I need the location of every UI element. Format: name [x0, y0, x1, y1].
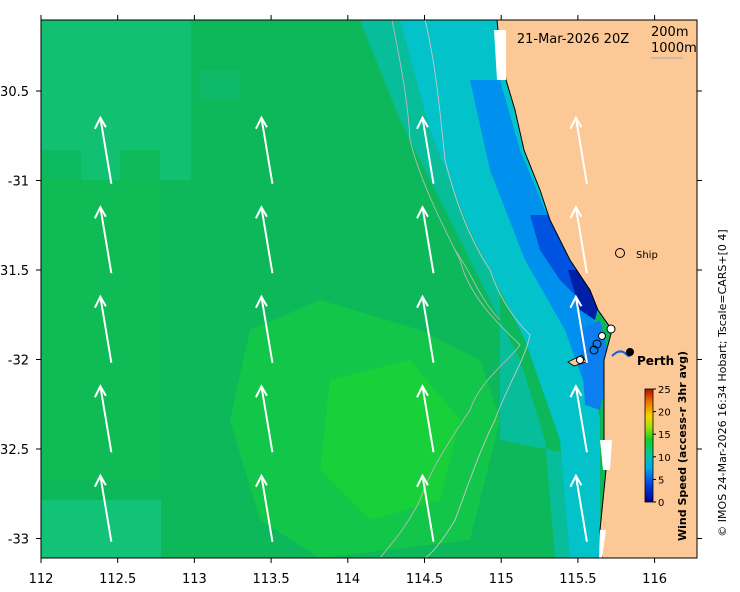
colorbar-gradient	[644, 388, 654, 503]
x-tick-label: 113	[182, 572, 207, 587]
colorbar-tick-label: 10	[658, 453, 671, 464]
x-tick-label: 113.5	[252, 572, 289, 587]
coastal-white-strip	[600, 440, 612, 470]
wind-arrow-icon	[93, 473, 113, 542]
station-circle-icon	[576, 356, 584, 364]
y-axis: -30.5 -31 -31.5 -32 -32.5 -33	[0, 85, 702, 548]
city-dot-icon	[626, 348, 634, 356]
wind-arrow-icon	[416, 115, 435, 184]
colorbar-label: Wind Speed (access-r 3hr avg)	[676, 351, 689, 541]
y-tick-label: -32	[8, 354, 29, 369]
wind-arrow-icon	[416, 384, 435, 453]
y-tick-label: -30.5	[0, 85, 29, 100]
wind-field-nearshore-teal	[360, 20, 600, 558]
wind-arrow-icon	[255, 115, 274, 184]
credit-text: © IMOS 24-Mar-2026 16:34 Hobart; Tscale=…	[716, 229, 729, 536]
wind-field-cell	[120, 150, 160, 180]
ship-label: Ship	[636, 250, 658, 261]
coastal-stations	[576, 324, 631, 364]
wind-arrow-icon	[255, 384, 274, 453]
isobath-200m	[379, 20, 521, 558]
wind-field-west	[41, 180, 161, 480]
perth-marker: Perth	[626, 348, 674, 368]
wind-arrow-icon	[93, 205, 113, 274]
colorbar-tick-label: 20	[658, 408, 671, 419]
x-tick-label: 114	[335, 572, 360, 587]
y-tick-label: -32.5	[0, 443, 29, 458]
y-tick-label: -33	[8, 533, 29, 548]
wind-arrow-icon	[569, 294, 588, 363]
wind-field-lower-left	[41, 500, 161, 558]
wind-field-blue-bay	[580, 320, 610, 410]
isobath-shelf-edge	[454, 249, 501, 321]
wind-arrow-icon	[255, 294, 274, 363]
coastal-white-strip	[494, 30, 506, 80]
isobath-1000m-label: 1000m	[651, 41, 697, 56]
x-tick-label: 112.5	[99, 572, 136, 587]
station-circle-icon	[598, 332, 606, 340]
ship-circle-icon	[615, 248, 625, 258]
wind-arrow-icon	[93, 115, 113, 184]
station-circle-icon	[606, 324, 616, 334]
colorbar-tick-label: 0	[658, 498, 664, 509]
x-tick-label: 116	[642, 572, 667, 587]
colorbar-tick-label: 5	[658, 475, 664, 486]
wind-arrow-icon	[569, 115, 588, 184]
wind-field-cell	[200, 70, 240, 100]
y-tick-label: -31.5	[0, 264, 29, 279]
isobath-1000m	[424, 20, 531, 558]
x-tick-label: 112	[29, 572, 54, 587]
wind-field-teal	[400, 20, 600, 558]
wind-field-cell	[41, 150, 81, 180]
y-tick-label: -31	[8, 175, 29, 190]
wind-arrow-icon	[416, 294, 435, 363]
x-tick-label: 115	[489, 572, 514, 587]
wind-arrow-icon	[416, 205, 435, 274]
wind-arrow-icon	[93, 294, 113, 363]
wind-arrow-icon	[93, 384, 113, 453]
timestamp-label: 21-Mar-2026 20Z	[517, 32, 629, 47]
colorbar-tick-label: 15	[658, 430, 671, 441]
wind-field-cell	[280, 250, 320, 280]
colorbar: 0 5 10 15 20 25 Wind Speed (access-r 3hr avg)	[644, 351, 689, 541]
wind-arrow-icon	[569, 205, 588, 274]
coastal-white-strip	[599, 530, 606, 558]
x-axis: 112 112.5 113 113.5 114 114.5 115 115.5 116	[29, 15, 667, 587]
wind-arrow-icon	[569, 384, 588, 453]
wind-arrow-icon	[255, 473, 274, 542]
x-tick-label: 115.5	[559, 572, 596, 587]
perth-label: Perth	[637, 354, 674, 368]
map-header: 21-Mar-2026 20Z 200m 1000m	[517, 25, 697, 59]
wind-arrow-icon	[255, 205, 274, 274]
colorbar-tick-label: 25	[658, 385, 671, 396]
wind-arrow-icon	[416, 473, 435, 542]
isobath-200m-label: 200m	[651, 25, 688, 40]
x-tick-label: 114.5	[406, 572, 443, 587]
wind-arrow-icon	[569, 473, 588, 542]
plot-frame	[40, 19, 698, 559]
wind-vector-arrows	[93, 115, 588, 542]
ship-marker: Ship	[615, 248, 658, 261]
station-circle-icon	[592, 339, 602, 349]
station-circle-icon	[589, 345, 599, 355]
